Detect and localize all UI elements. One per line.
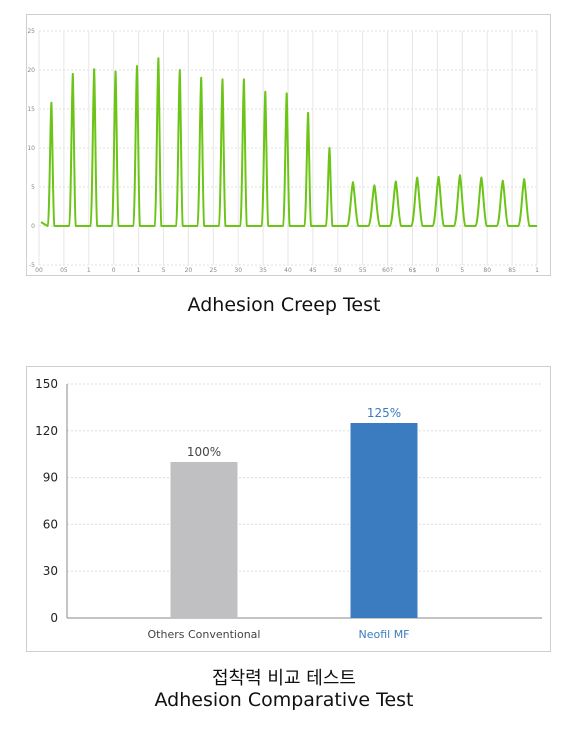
- creep-chart-caption: Adhesion Creep Test: [187, 294, 381, 316]
- x-tick-label: 5: [460, 267, 464, 274]
- x-tick-label: 1: [535, 267, 539, 274]
- y-tick-label: -5: [29, 262, 35, 269]
- y-tick-label: 15: [27, 106, 35, 113]
- creep-peak-point: [50, 101, 53, 104]
- y-tick-label: 90: [43, 471, 58, 485]
- x-tick-label: 00: [35, 267, 43, 274]
- x-tick-label: 50: [334, 267, 342, 274]
- x-tick-label: 55: [359, 267, 367, 274]
- creep-peak-point: [221, 78, 224, 81]
- creep-peak-point: [264, 90, 267, 93]
- creep-peak-point: [200, 76, 203, 79]
- creep-peak-point: [93, 68, 96, 71]
- creep-peak-point: [136, 65, 138, 67]
- category-label: Others Conventional: [148, 628, 261, 641]
- creep-peak-point: [352, 181, 354, 184]
- y-tick-label: 30: [43, 564, 58, 578]
- x-tick-label: 6$: [409, 267, 417, 274]
- creep-peak-point: [437, 176, 440, 178]
- x-tick-label: 40: [284, 267, 292, 274]
- y-tick-label: 0: [50, 611, 58, 625]
- x-tick-label: 85: [508, 267, 516, 274]
- y-tick-label: 0: [31, 223, 35, 230]
- x-tick-label: 30: [234, 267, 242, 274]
- x-tick-label: 1: [137, 267, 141, 274]
- category-label: Neofil MF: [358, 628, 409, 641]
- x-tick-label: 5: [162, 267, 166, 274]
- y-tick-label: 20: [27, 67, 35, 74]
- creep-peak-point: [416, 176, 419, 179]
- x-tick-label: 35: [259, 267, 267, 274]
- creep-peak-point: [501, 179, 504, 182]
- creep-peak-point: [178, 69, 181, 71]
- creep-peak-point: [285, 92, 288, 95]
- creep-peak-point: [307, 112, 309, 114]
- y-tick-label: 5: [31, 184, 35, 191]
- creep-peak-point: [394, 180, 397, 183]
- x-tick-label: 1: [87, 267, 91, 274]
- bar-data-label: 100%: [187, 445, 221, 459]
- creep-peak-point: [523, 178, 526, 181]
- bar-data-label: 125%: [367, 406, 401, 420]
- y-tick-label: 10: [27, 145, 35, 152]
- x-tick-label: 45: [309, 267, 317, 274]
- creep-peak-point: [459, 174, 461, 177]
- x-tick-label: 25: [209, 267, 217, 274]
- creep-peak-point: [71, 73, 74, 75]
- creep-peak-point: [328, 147, 331, 149]
- creep-chart-panel: -5 0 5 10 15 20 25 00 05 1 0 1 5 20 25 30 35 40 45 50 55 60? 6…: [26, 14, 551, 276]
- creep-peak-point: [243, 78, 245, 81]
- bar: [170, 462, 238, 618]
- comparative-caption-english: Adhesion Comparative Test: [154, 689, 414, 711]
- creep-peak-point: [373, 184, 376, 187]
- creep-peak-point: [480, 176, 483, 179]
- y-tick-label: 120: [35, 424, 58, 438]
- y-tick-label: 25: [27, 28, 35, 35]
- x-tick-label: 60?: [382, 267, 393, 274]
- x-tick-label: 0: [112, 267, 116, 274]
- x-tick-label: 0: [435, 267, 439, 274]
- x-tick-label: 20: [185, 267, 193, 274]
- creep-series-line: [40, 57, 537, 227]
- creep-peak-point: [114, 70, 117, 73]
- creep-peak-point: [157, 57, 160, 60]
- y-tick-label: 150: [35, 377, 58, 391]
- x-tick-label: 05: [60, 267, 68, 274]
- bar: [350, 423, 418, 618]
- comparative-chart: 0 30 60 90 120 150 100% Others Conventional 125%…: [35, 377, 542, 641]
- y-tick-label: 60: [43, 517, 58, 531]
- comparative-caption-korean: 접착력 비교 테스트: [212, 668, 356, 689]
- x-tick-label: 80: [483, 267, 491, 274]
- comparative-chart-panel: 0 30 60 90 120 150 100% Others Conventional 125%…: [26, 366, 551, 652]
